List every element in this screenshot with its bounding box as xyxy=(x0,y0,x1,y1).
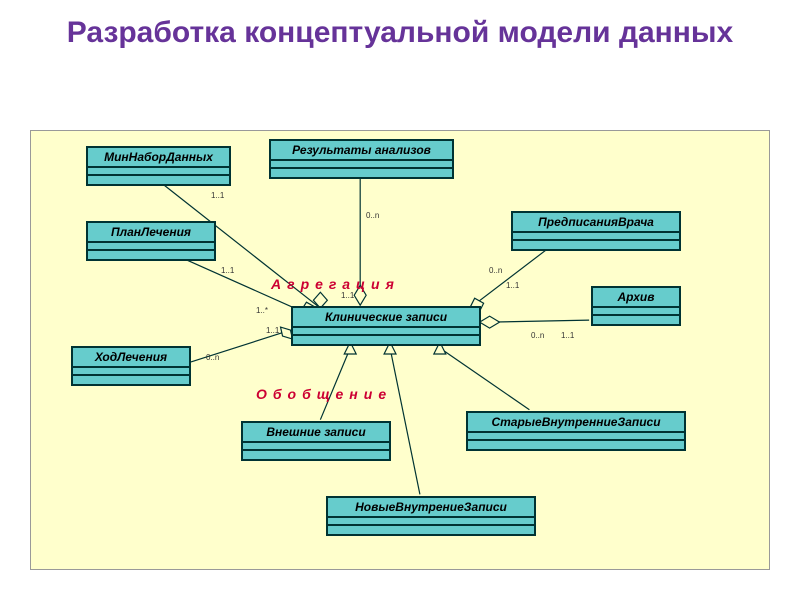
multiplicity: 1..1 xyxy=(506,281,519,290)
entity-label: ПредписанияВрача xyxy=(513,213,679,233)
entity-label: НовыеВнутрениеЗаписи xyxy=(328,498,534,518)
entity-prescr: ПредписанияВрача xyxy=(511,211,681,251)
annotation-generalization: Обобщение xyxy=(256,386,392,402)
entity-archive: Архив xyxy=(591,286,681,326)
multiplicity: 1..1 xyxy=(341,291,354,300)
entity-label: Архив xyxy=(593,288,679,308)
entity-plan: ПланЛечения xyxy=(86,221,216,261)
entity-label: ХодЛечения xyxy=(73,348,189,368)
annotation-aggregation: Агрегация xyxy=(271,276,400,292)
entity-label: Результаты анализов xyxy=(271,141,452,161)
entity-oldint: СтарыеВнутренниеЗаписи xyxy=(466,411,686,451)
entity-progress: ХодЛечения xyxy=(71,346,191,386)
multiplicity: 0..n xyxy=(366,211,379,220)
multiplicity: 0..n xyxy=(489,266,502,275)
entity-clinical: Клинические записи xyxy=(291,306,481,346)
page-title: Разработка концептуальной модели данных xyxy=(0,0,800,55)
entity-label: СтарыеВнутренниеЗаписи xyxy=(468,413,684,433)
multiplicity: 1..1 xyxy=(211,191,224,200)
entity-external: Внешние записи xyxy=(241,421,391,461)
multiplicity: 0..n xyxy=(531,331,544,340)
entity-newint: НовыеВнутрениеЗаписи xyxy=(326,496,536,536)
entity-label: ПланЛечения xyxy=(88,223,214,243)
multiplicity: 1..1 xyxy=(221,266,234,275)
entity-minset: МинНаборДанных xyxy=(86,146,231,186)
entity-results: Результаты анализов xyxy=(269,139,454,179)
entity-label: МинНаборДанных xyxy=(88,148,229,168)
multiplicity: 1..* xyxy=(256,306,268,315)
diagram-canvas: МинНаборДанных Результаты анализов ПланЛ… xyxy=(30,130,770,570)
multiplicity: 1..1 xyxy=(561,331,574,340)
entity-label: Внешние записи xyxy=(243,423,389,443)
entity-label: Клинические записи xyxy=(293,308,479,328)
multiplicity: 1..1 xyxy=(266,326,279,335)
multiplicity: 0..n xyxy=(206,353,219,362)
